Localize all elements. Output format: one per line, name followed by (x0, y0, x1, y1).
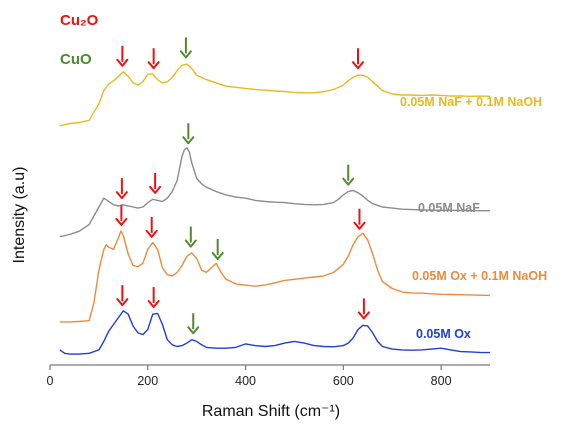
x-tick-label-2: 400 (235, 374, 256, 388)
series-line-0 (59, 63, 491, 127)
peak-arrow-2 (179, 37, 192, 59)
x-tick-label-3: 600 (333, 374, 354, 388)
peak-arrow-0 (116, 45, 129, 67)
series-line-2 (59, 230, 491, 323)
peak-arrow-9 (145, 216, 158, 238)
peak-arrow-10 (184, 226, 197, 248)
peak-arrow-3 (352, 48, 364, 70)
peak-arrow-15 (187, 313, 200, 335)
peak-arrow-16 (357, 298, 370, 320)
series-line-1 (59, 146, 490, 238)
peak-arrow-6 (182, 123, 195, 145)
x-tick-label-1: 200 (137, 374, 158, 388)
peak-arrow-12 (353, 208, 366, 230)
y-axis-title: Intensity (a.u) (11, 167, 28, 264)
legend-entry-1: CuO (60, 51, 92, 68)
peak-arrow-14 (147, 287, 160, 309)
peak-arrow-7 (342, 164, 355, 186)
peak-arrow-4 (115, 178, 128, 200)
peak-arrow-8 (115, 204, 128, 226)
chart-legend: Cu₂O CuO (60, 12, 99, 68)
series-label-0: 0.05M NaF + 0.1M NaOH (400, 95, 542, 109)
peak-arrow-11 (211, 238, 224, 260)
x-tick-label-4: 800 (431, 374, 452, 388)
x-axis: 0 200 400 600 800 (47, 364, 490, 388)
peak-arrow-1 (147, 48, 160, 70)
peak-arrow-13 (116, 285, 129, 307)
x-axis-title: Raman Shift (cm⁻¹) (202, 403, 340, 420)
series-label-2: 0.05M Ox + 0.1M NaOH (412, 269, 547, 283)
series-line-3 (59, 310, 491, 355)
spectra-series (59, 63, 491, 355)
peak-markers (115, 37, 370, 335)
series-labels: 0.05M NaF + 0.1M NaOH 0.05M NaF 0.05M Ox +… (400, 95, 547, 341)
series-label-3: 0.05M Ox (416, 327, 471, 341)
legend-entry-0: Cu₂O (60, 12, 99, 29)
peak-arrow-5 (149, 172, 162, 194)
series-label-1: 0.05M NaF (418, 201, 480, 215)
x-tick-label-0: 0 (47, 374, 54, 388)
